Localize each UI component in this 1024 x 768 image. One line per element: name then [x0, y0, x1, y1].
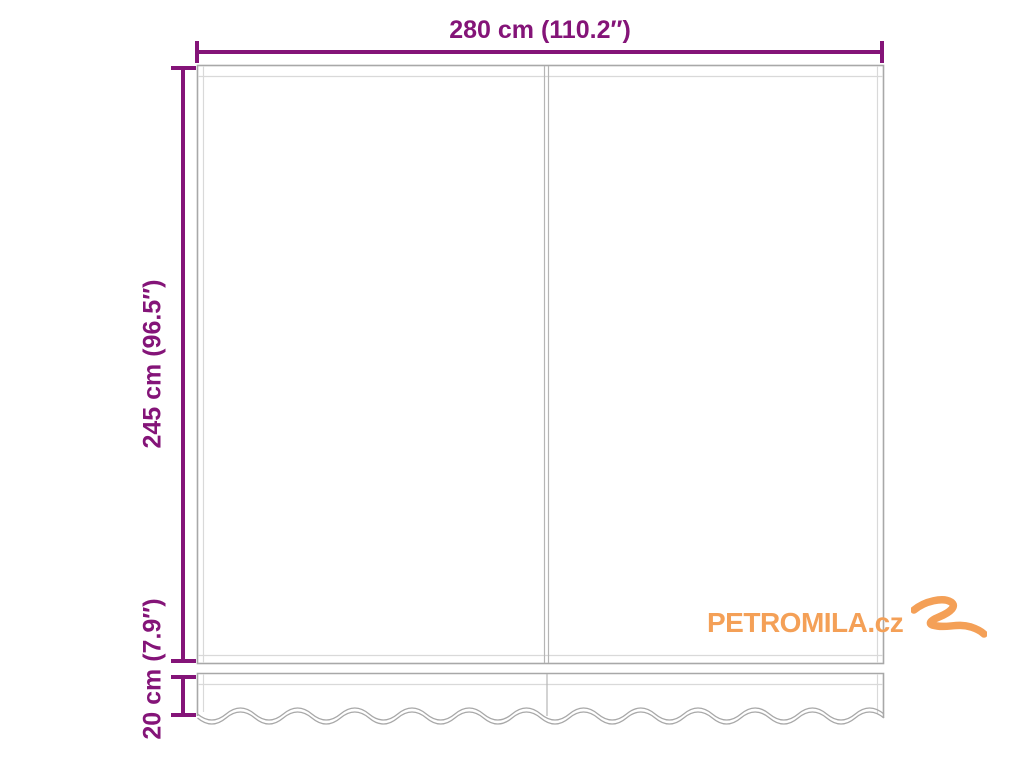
width-dimension-tick-right: [880, 41, 884, 63]
valance-outline: [196, 672, 885, 718]
height-dimension-line: [181, 68, 185, 661]
valance-dimension-label: 20 cm (7.9″): [138, 598, 167, 740]
width-dimension-tick-left: [195, 41, 199, 63]
main-fabric-panel: [196, 64, 885, 665]
height-dimension-label: 245 cm (96.5″): [138, 279, 167, 449]
logo-text: PETROMILA.cz: [707, 607, 904, 638]
brush-squiggle-icon: [911, 596, 988, 638]
width-dimension-line: [197, 50, 884, 54]
valance-dimension-line: [181, 677, 185, 715]
valance-dimension-tick-bottom: [171, 713, 196, 717]
width-dimension-label: 280 cm (110.2″): [449, 16, 631, 44]
valance-dimension-tick-top: [171, 675, 196, 679]
fabric-panel-outline: [196, 64, 885, 665]
height-dimension-tick-top: [171, 66, 196, 70]
height-dimension-tick-bottom: [171, 659, 196, 663]
wavy-edge-outer: [197, 707, 885, 721]
valance-strip: [196, 672, 885, 725]
logo: PETROMILA.cz: [707, 596, 988, 645]
wavy-edge-inner: [197, 711, 885, 725]
